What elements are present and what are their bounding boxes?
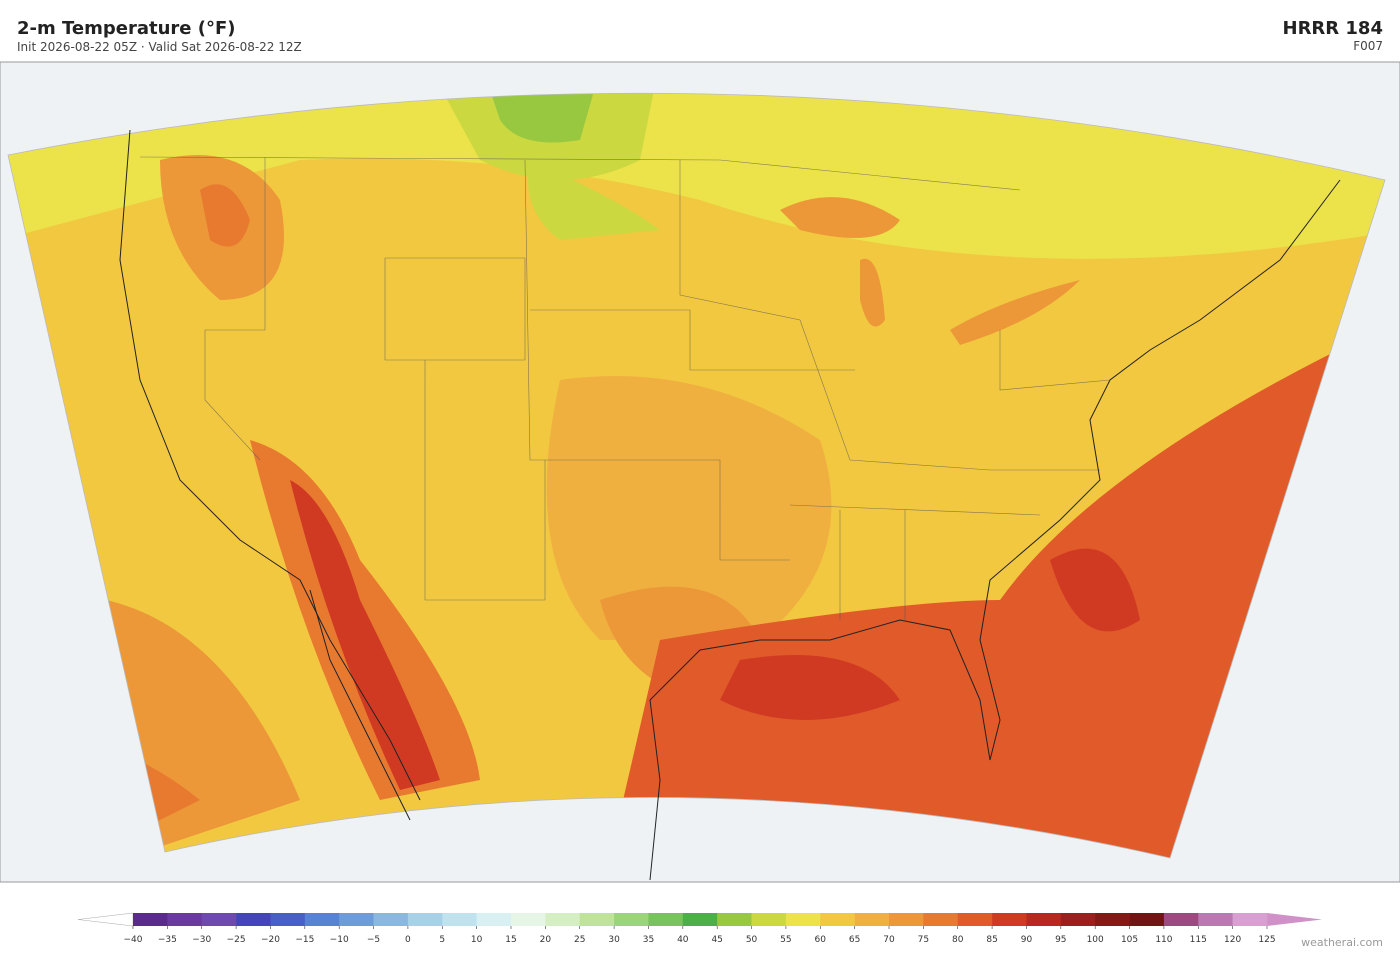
tick-label: 85 [986, 935, 997, 945]
tick-label: 55 [780, 935, 791, 945]
tick-label: 90 [1021, 935, 1033, 945]
color-bin [476, 913, 512, 926]
tick-label: 50 [746, 935, 758, 945]
color-bin [579, 913, 615, 926]
tick-label: 20 [540, 935, 552, 945]
tick-label: 60 [815, 935, 827, 945]
tick-label: 5 [439, 935, 445, 945]
color-bin [133, 913, 168, 926]
color-bin [854, 913, 890, 926]
color-bin [1095, 913, 1130, 926]
tick-label: 110 [1155, 935, 1172, 945]
tick-label: 115 [1190, 935, 1207, 945]
domain-edge [7, 92, 1386, 859]
color-bin [545, 913, 581, 926]
tick-label: 45 [711, 935, 722, 945]
tick-label: −15 [295, 935, 314, 945]
color-bin [923, 913, 959, 926]
tick-label: −20 [261, 935, 280, 945]
tick-label: −5 [367, 935, 380, 945]
color-bin [236, 913, 271, 926]
forecast-hour: F007 [1353, 39, 1383, 53]
color-bin [820, 913, 855, 926]
over-extension [1267, 913, 1322, 926]
color-bin [717, 913, 752, 926]
color-bin [751, 913, 787, 926]
colorbar: −40 −35 −30 −25 −20 −15 −10 −5 0 5 10 15 20 25 30 35 40 4… [77, 912, 1322, 945]
tick-label: −10 [330, 935, 349, 945]
tick-label: 70 [883, 935, 895, 945]
subtitle: Init 2026-08-22 05Z · Valid Sat 2026-08-… [17, 40, 302, 54]
tick-label: 125 [1258, 935, 1275, 945]
tick-label: 75 [918, 935, 929, 945]
credit: weatherai.com [1301, 936, 1383, 949]
tick-label: 40 [677, 935, 689, 945]
tick-label: 65 [849, 935, 860, 945]
title: 2-m Temperature (°F) [17, 18, 236, 39]
color-bin [511, 913, 546, 926]
tick-label: 30 [608, 935, 620, 945]
color-bin [889, 913, 924, 926]
color-bin [785, 913, 821, 926]
map [0, 61, 1400, 883]
color-bin [1060, 913, 1096, 926]
color-bin [648, 913, 684, 926]
model: HRRR 184 [1283, 18, 1384, 39]
color-bin [682, 913, 718, 926]
color-bin [373, 913, 409, 926]
tick-label: 15 [505, 935, 516, 945]
color-bin [167, 913, 203, 926]
tick-label: 35 [643, 935, 654, 945]
color-bin [201, 913, 237, 926]
tick-label: 25 [574, 935, 585, 945]
color-bin [304, 913, 340, 926]
color-bin [614, 913, 649, 926]
coastlines [119, 129, 1341, 881]
tick-label: 105 [1121, 935, 1138, 945]
tick-label: 80 [952, 935, 964, 945]
color-bin [1163, 913, 1199, 926]
tick-label: −25 [227, 935, 246, 945]
color-bin [339, 913, 374, 926]
temperature-field [8, 93, 1385, 858]
tick-label: −35 [158, 935, 177, 945]
tick-label: −30 [192, 935, 211, 945]
color-bin [407, 913, 443, 926]
color-bin [1026, 913, 1062, 926]
color-bin [1198, 913, 1233, 926]
color-bin [442, 913, 477, 926]
tick-label: 10 [471, 935, 483, 945]
color-bin [992, 913, 1027, 926]
under-extension [77, 912, 134, 927]
state-borders [139, 156, 1111, 620]
tick-label: 0 [405, 935, 411, 945]
tick-label: 95 [1055, 935, 1066, 945]
color-bin [1129, 913, 1165, 926]
color-bin [1232, 913, 1268, 926]
tick-label: −40 [124, 935, 143, 945]
color-bin [270, 913, 306, 926]
tick-label: 100 [1087, 935, 1104, 945]
tick-label: 120 [1224, 935, 1241, 945]
color-bin [957, 913, 993, 926]
